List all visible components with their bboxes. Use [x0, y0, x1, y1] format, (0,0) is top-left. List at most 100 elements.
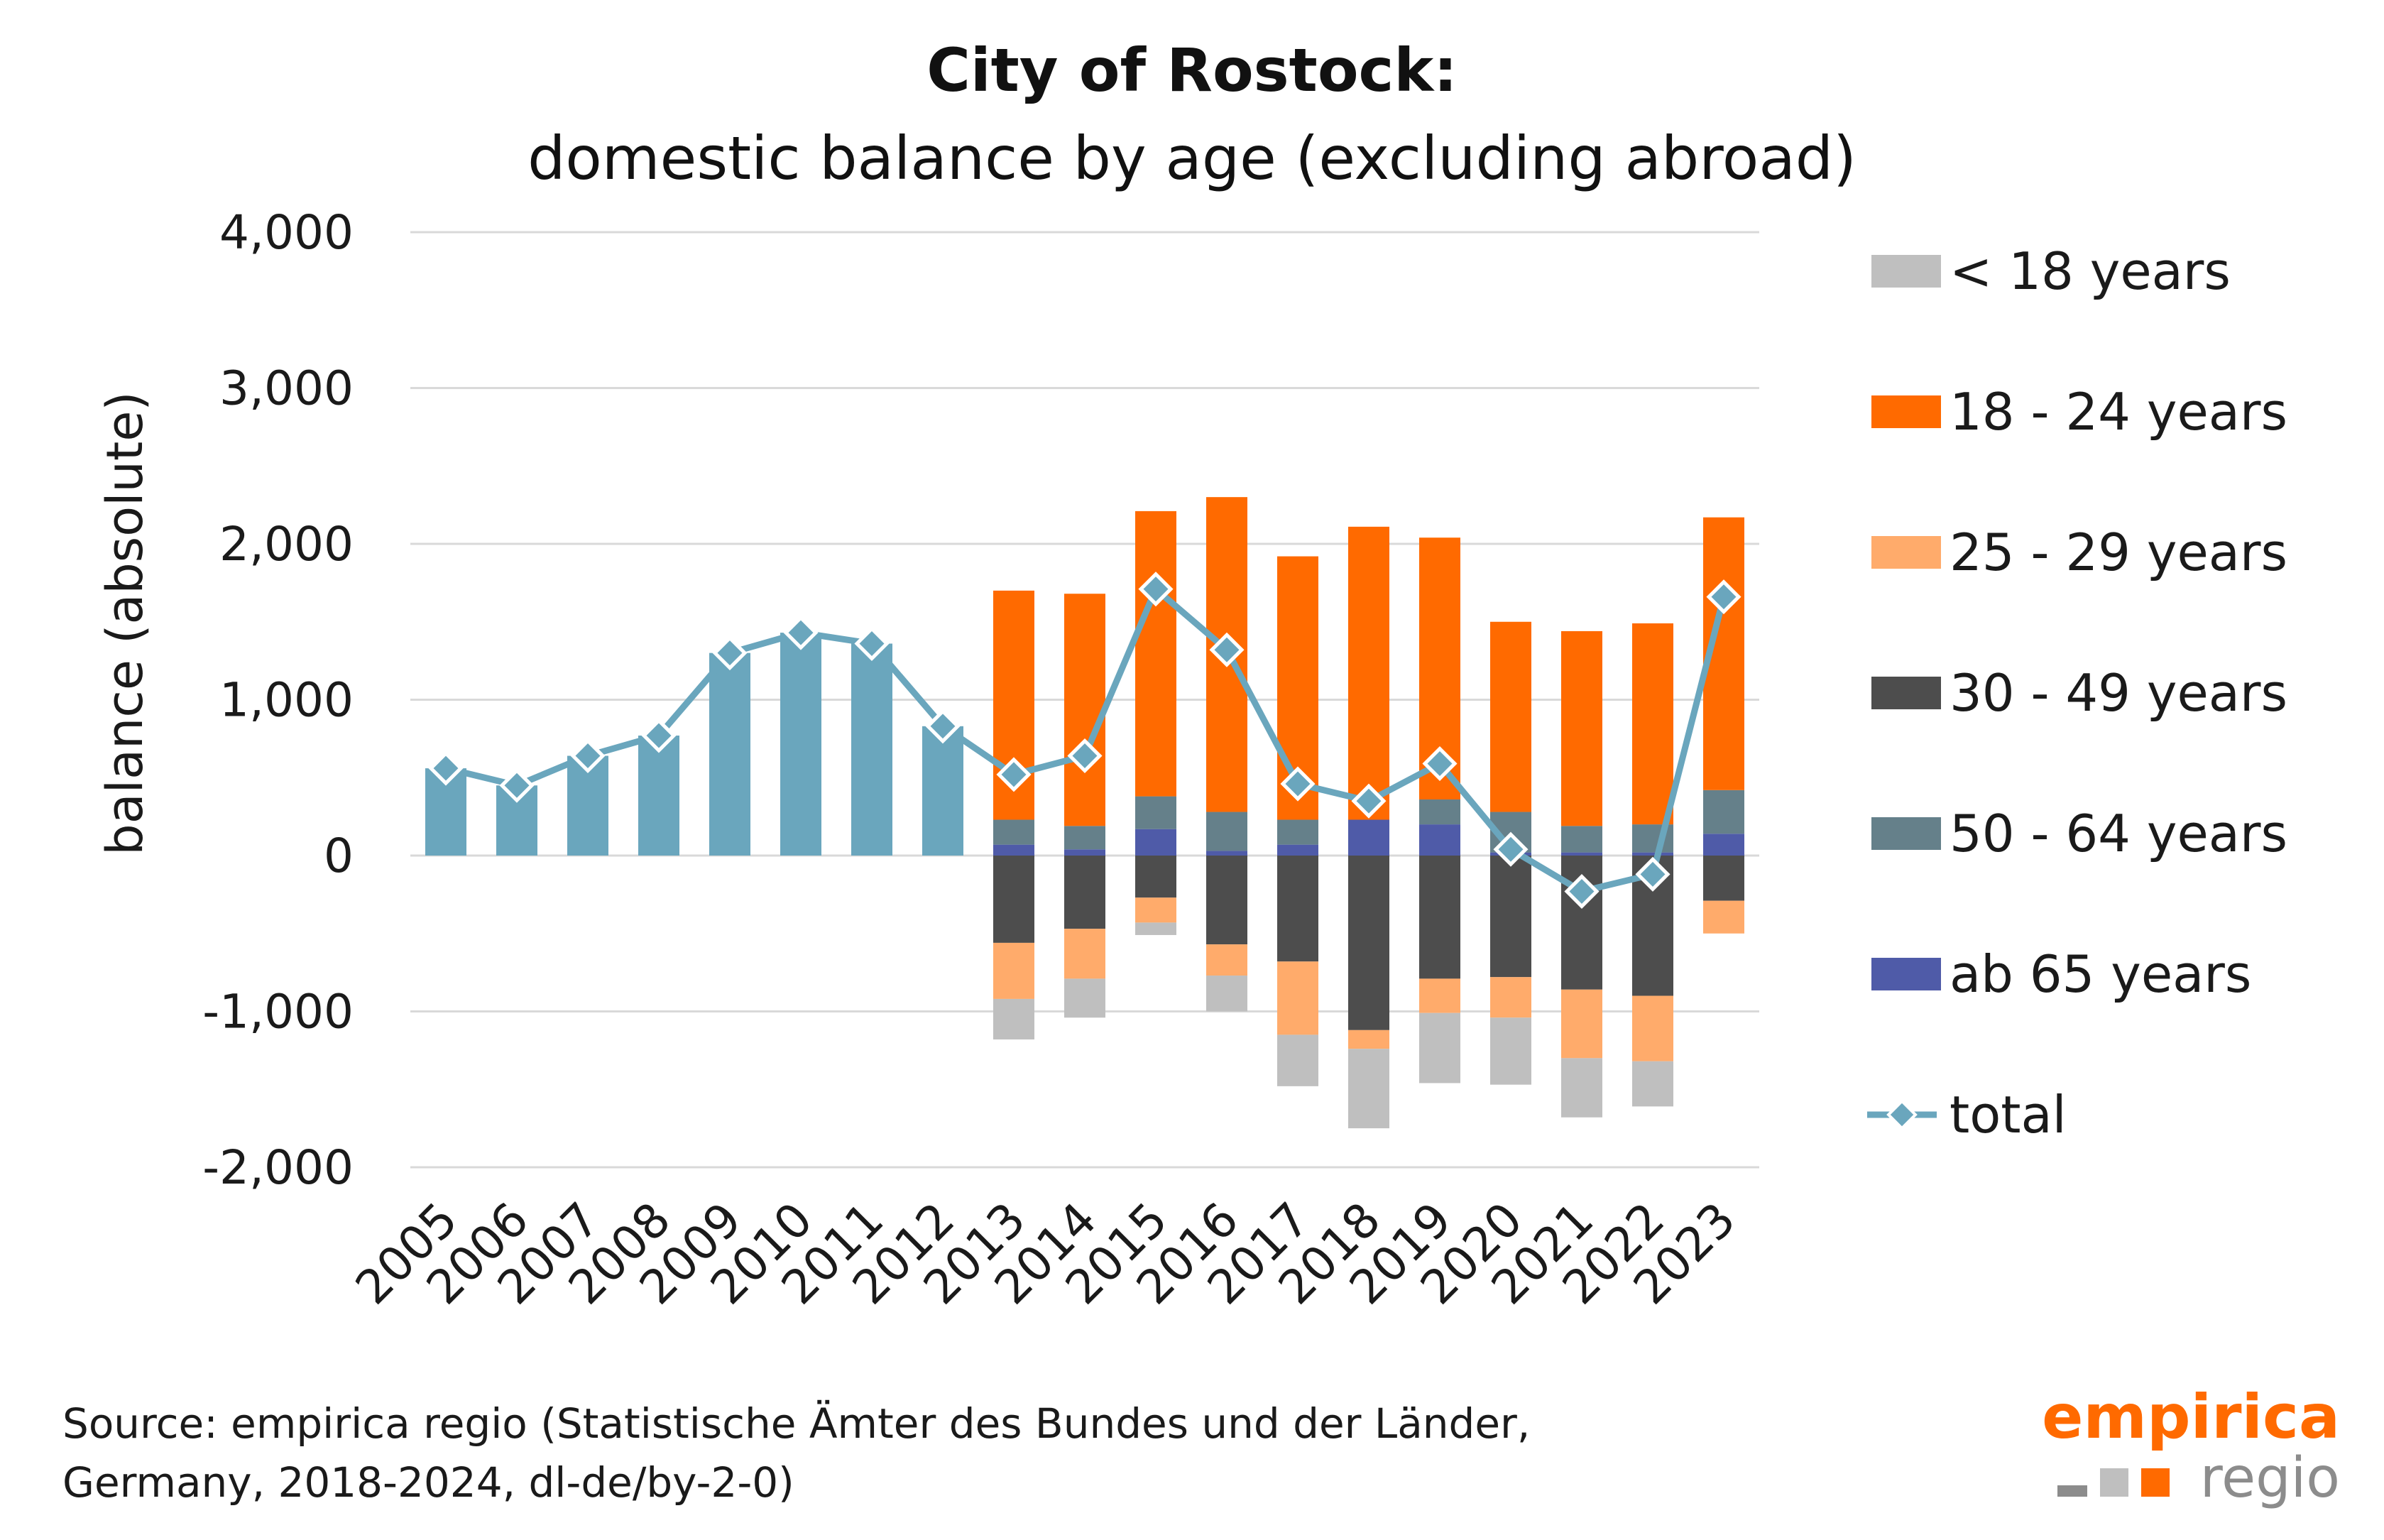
bar-segment-25-29-years-2020 [1490, 977, 1531, 1018]
bar-segment-50-64-years-2016 [1206, 812, 1247, 851]
logo-square-grey [2100, 1468, 2128, 1497]
bar-segment-30-49-years-2015 [1135, 856, 1176, 898]
legend-item: 18 - 24 years [1871, 382, 2287, 442]
logo-square-small [2057, 1485, 2087, 1497]
legend-swatch [1871, 958, 1941, 990]
legend-item: total [1867, 1085, 2067, 1145]
bar-total-2012 [922, 726, 963, 856]
total-marker-2022 [1635, 856, 1671, 892]
legend-swatch-marker [1886, 1099, 1918, 1130]
bar-segment-50-64-years-2017 [1277, 819, 1318, 845]
y-tick-label: 0 [324, 829, 354, 883]
total-marker-2008 [641, 718, 677, 753]
bar-segment-25-29-years-2014 [1064, 929, 1105, 979]
empirica-logo: empirica regio [2042, 1382, 2340, 1510]
bar-segment--18-years-2014 [1064, 978, 1105, 1018]
total-marker-2007 [570, 738, 606, 774]
y-tick-label: 2,000 [219, 517, 354, 572]
total-marker-2013 [996, 757, 1032, 792]
legend-swatch [1871, 395, 1941, 428]
legend-label: < 18 years [1950, 241, 2231, 301]
bar-segment-30-49-years-2023 [1703, 856, 1744, 901]
bar-segment-50-64-years-2019 [1419, 799, 1460, 825]
bar-segment-25-29-years-2023 [1703, 900, 1744, 934]
total-marker-2014 [1067, 738, 1103, 774]
bar-total-2010 [780, 633, 821, 856]
legend-item: ab 65 years [1871, 944, 2251, 1004]
bar-segment-ab-65-years-2023 [1703, 834, 1744, 856]
bar-segment-30-49-years-2017 [1277, 856, 1318, 962]
bar-segment-ab-65-years-2021 [1561, 852, 1602, 856]
logo-square-orange [2141, 1468, 2170, 1497]
bar-segment-30-49-years-2020 [1490, 856, 1531, 978]
bar-segment--18-years-2015 [1135, 922, 1176, 935]
bar-segment--18-years-2021 [1561, 1058, 1602, 1118]
legend-item: < 18 years [1871, 241, 2231, 301]
legend-swatch [1871, 677, 1941, 709]
bar-segment-25-29-years-2019 [1419, 978, 1460, 1013]
legend-label: 50 - 64 years [1950, 804, 2287, 863]
legend-label: 25 - 29 years [1950, 523, 2287, 582]
total-marker-2016 [1209, 632, 1245, 667]
bar-segment-18-24-years-2022 [1632, 623, 1673, 825]
total-marker-2020 [1493, 831, 1529, 867]
bar-segment-ab-65-years-2022 [1632, 852, 1673, 856]
bar-segment-ab-65-years-2017 [1277, 844, 1318, 856]
bar-segment-ab-65-years-2013 [993, 844, 1034, 856]
bar-segment-50-64-years-2021 [1561, 826, 1602, 853]
chart-title: City of Rostock: [926, 36, 1458, 105]
bar-segment-18-24-years-2015 [1135, 510, 1176, 797]
bar-segment-ab-65-years-2014 [1064, 849, 1105, 856]
total-marker-2011 [854, 626, 890, 662]
bar-segment--18-years-2016 [1206, 976, 1247, 1012]
y-tick-label: -2,000 [202, 1140, 354, 1195]
bar-segment-30-49-years-2018 [1348, 856, 1389, 1030]
y-axis-ticks: -2,000 -1,000 0 1,000 2,000 3,000 4,000 [202, 205, 354, 1195]
legend-item: 25 - 29 years [1871, 523, 2287, 582]
bar-segment-50-64-years-2023 [1703, 790, 1744, 834]
bar-segment-ab-65-years-2015 [1135, 829, 1176, 856]
logo-word-empirica: empirica [2042, 1382, 2340, 1453]
total-marker-2010 [783, 615, 819, 650]
total-marker-2018 [1351, 783, 1387, 819]
chart-subtitle: domestic balance by age (excluding abroa… [527, 124, 1857, 193]
bar-segment-25-29-years-2018 [1348, 1030, 1389, 1049]
total-marker-2009 [712, 635, 748, 671]
total-marker-2023 [1706, 579, 1741, 615]
total-marker-2006 [499, 768, 535, 803]
legend-label: 18 - 24 years [1950, 382, 2287, 442]
y-axis-label: balance (absolute) [96, 391, 154, 855]
bar-segment-25-29-years-2021 [1561, 989, 1602, 1059]
y-tick-label: 3,000 [219, 361, 354, 416]
bar-segment-18-24-years-2014 [1064, 594, 1105, 826]
bar-segment-30-49-years-2013 [993, 856, 1034, 943]
bar-segment-18-24-years-2020 [1490, 621, 1531, 812]
bar-segment-ab-65-years-2019 [1419, 824, 1460, 856]
bar-segment-25-29-years-2017 [1277, 961, 1318, 1035]
logo-word-regio: regio [2200, 1446, 2340, 1510]
source-line-1: Source: empirica regio (Statistische Ämt… [62, 1399, 1530, 1448]
total-marker-2017 [1280, 766, 1316, 802]
bar-segment-18-24-years-2018 [1348, 526, 1389, 820]
bar-segment--18-years-2017 [1277, 1034, 1318, 1086]
y-tick-label: 4,000 [219, 205, 354, 260]
bar-segment--18-years-2018 [1348, 1049, 1389, 1129]
bar-segment-30-49-years-2019 [1419, 856, 1460, 979]
bar-segment-50-64-years-2015 [1135, 796, 1176, 829]
total-line [428, 572, 1741, 910]
y-tick-label: 1,000 [219, 673, 354, 728]
total-marker-2005 [428, 750, 464, 786]
bar-total-2009 [709, 652, 750, 856]
total-marker-2021 [1564, 873, 1600, 910]
legend-swatch [1871, 255, 1941, 288]
bar-segment--18-years-2013 [993, 998, 1034, 1040]
legend-label: 30 - 49 years [1950, 663, 2287, 723]
legend-item: 50 - 64 years [1871, 804, 2287, 863]
source-line-2: Germany, 2018-2024, dl-de/by-2-0) [62, 1458, 794, 1507]
bar-segment-25-29-years-2016 [1206, 944, 1247, 976]
bar-segment-30-49-years-2014 [1064, 856, 1105, 929]
legend-label: ab 65 years [1950, 944, 2251, 1004]
legend-swatch [1871, 817, 1941, 850]
x-axis-ticks: 2005200620072008200920102011201220132014… [345, 1192, 1746, 1315]
